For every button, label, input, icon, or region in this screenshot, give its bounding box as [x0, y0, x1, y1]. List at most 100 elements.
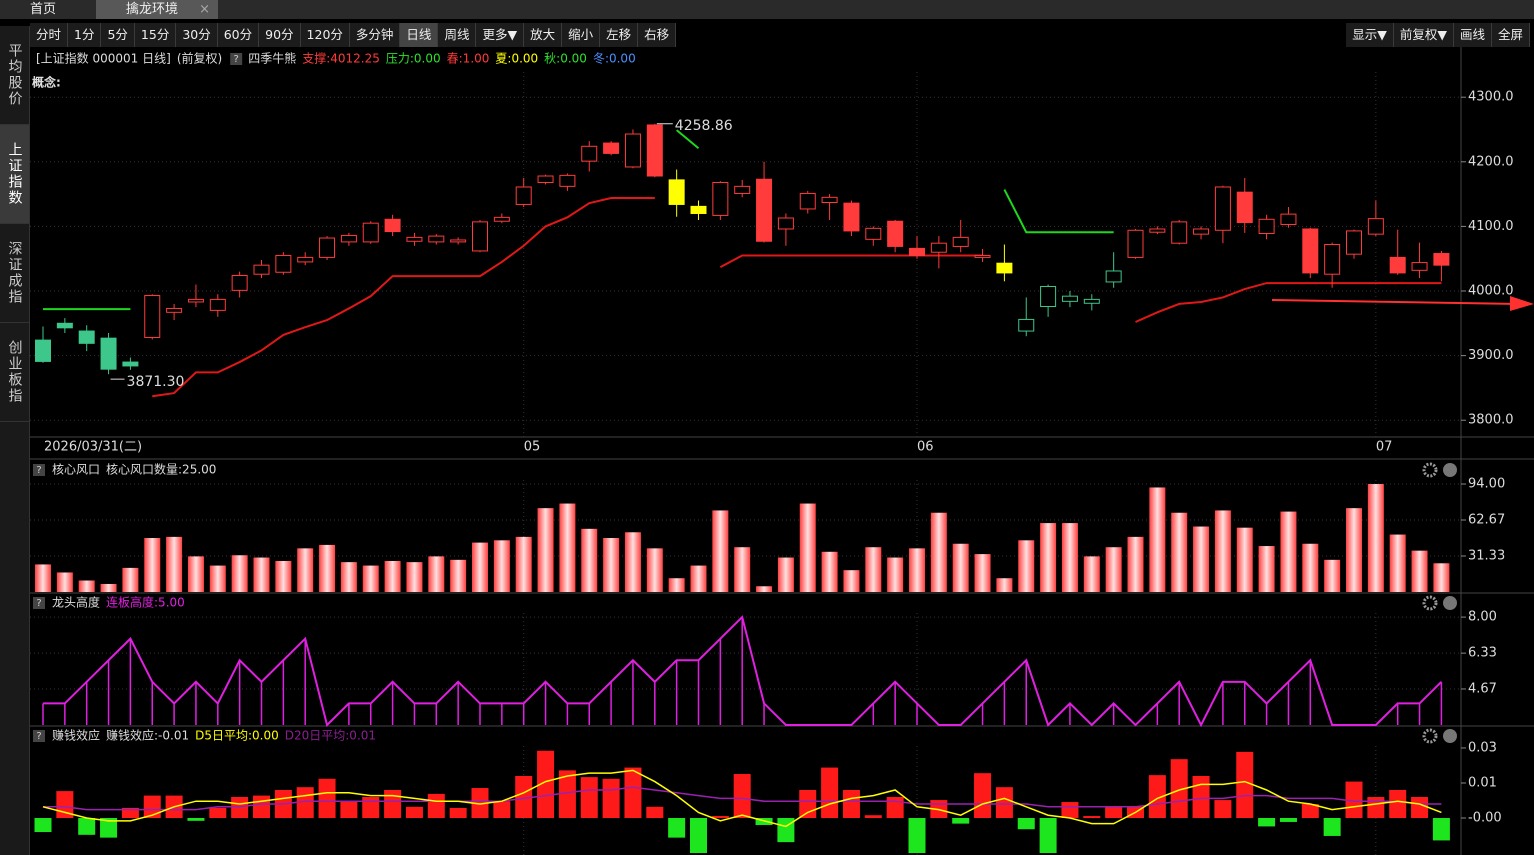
- bar: [1324, 559, 1341, 592]
- toolbar-right: 显示▼ 前复权▼ 画线 全屏: [1346, 23, 1530, 47]
- bar: [318, 778, 336, 819]
- bar: [1258, 546, 1275, 592]
- bar: [996, 578, 1013, 592]
- sidebar-item[interactable]: 上证指数: [0, 125, 29, 224]
- bar: [1148, 775, 1166, 819]
- y-tick-label: 4100.0: [1468, 219, 1514, 234]
- candle-body: [559, 174, 576, 187]
- help-icon-text: ?: [234, 54, 239, 65]
- toolbar-button[interactable]: 左移: [600, 23, 639, 47]
- y-tick-label: 94.00: [1468, 477, 1505, 492]
- bar: [1345, 781, 1363, 819]
- bar: [384, 789, 402, 819]
- y-tick-label: 31.33: [1468, 549, 1505, 564]
- toolbar-button[interactable]: 5分: [101, 23, 135, 47]
- bar: [1171, 512, 1188, 592]
- tab[interactable]: 擒龙环境 ×: [96, 0, 219, 19]
- bar: [144, 538, 161, 592]
- toolbar-button[interactable]: 分时: [30, 23, 69, 47]
- toolbar-button[interactable]: 30分: [176, 23, 218, 47]
- bar: [493, 801, 511, 819]
- bar: [56, 572, 73, 592]
- toolbar: 分时 1分 5分 15分 30分 60分 90分 120分 多分钟 日线 周线 更多▼ 放大 缩小 左移 右移: [30, 23, 677, 47]
- bar: [952, 818, 970, 824]
- candle-body: [1193, 228, 1210, 235]
- candle-body: [1040, 285, 1057, 308]
- toolbar-button[interactable]: 1分: [68, 23, 102, 47]
- toolbar-button[interactable]: 右移: [638, 23, 677, 47]
- sidebar-item[interactable]: 平均股价: [0, 26, 29, 125]
- toolbar-button[interactable]: 更多▼: [476, 23, 525, 47]
- y-tick-label: 8.00: [1468, 610, 1497, 625]
- candle-body: [1061, 295, 1078, 302]
- sidebar-item[interactable]: 深证成指: [0, 224, 29, 323]
- bar: [1193, 526, 1210, 592]
- toolbar-button[interactable]: 15分: [134, 23, 177, 47]
- panel-title: 赚钱效应: [52, 728, 100, 743]
- toolbar-button[interactable]: 120分: [300, 23, 350, 47]
- bar: [34, 818, 52, 833]
- concept-label: 概念:: [32, 75, 61, 90]
- candle-body: [1171, 221, 1188, 244]
- candle-body: [1236, 191, 1253, 224]
- bar: [1258, 818, 1276, 827]
- tab-close[interactable]: ×: [199, 2, 211, 17]
- bar: [515, 536, 532, 592]
- candle-body: [930, 242, 947, 253]
- toolbar-button[interactable]: 放大: [524, 23, 563, 47]
- toolbar-button[interactable]: 全屏: [1491, 23, 1530, 47]
- help-icon: [33, 464, 45, 476]
- toolbar-button[interactable]: 周线: [438, 23, 477, 47]
- bar: [690, 818, 707, 854]
- bar: [821, 767, 839, 819]
- candle-body: [690, 205, 707, 214]
- toolbar-button[interactable]: 90分: [259, 23, 301, 47]
- candle-body: [35, 339, 51, 362]
- bar: [253, 557, 270, 592]
- toolbar-button[interactable]: 前复权▼: [1393, 23, 1454, 47]
- bar: [558, 770, 576, 819]
- bar: [733, 774, 751, 819]
- bar: [843, 570, 860, 592]
- bar: [1017, 818, 1035, 830]
- bar: [472, 542, 488, 592]
- bar: [887, 557, 904, 592]
- bar: [646, 548, 663, 592]
- y-tick-label: 3900.0: [1468, 348, 1514, 363]
- drawn-arrow: [1271, 299, 1521, 305]
- bar: [1083, 816, 1101, 819]
- candle-body: [1127, 229, 1144, 258]
- toolbar-button[interactable]: 缩小: [562, 23, 601, 47]
- bar: [1214, 510, 1231, 592]
- bar: [1040, 523, 1057, 592]
- candle-body: [187, 298, 204, 303]
- toolbar-button[interactable]: 显示▼: [1346, 23, 1394, 47]
- candle-body: [275, 254, 292, 273]
- candle-body: [1411, 262, 1428, 271]
- bar: [253, 795, 270, 819]
- candle-body: [734, 185, 751, 194]
- candle-body: [319, 237, 336, 258]
- bar: [362, 796, 380, 819]
- legend-value: 支撑:4012.25: [302, 51, 380, 66]
- bar: [624, 767, 642, 819]
- sidebar-item[interactable]: 创业板指: [0, 323, 29, 422]
- toolbar-button[interactable]: 60分: [217, 23, 260, 47]
- toolbar-button[interactable]: 日线: [400, 23, 439, 47]
- tab[interactable]: 首页: [30, 2, 57, 17]
- bar: [1170, 759, 1188, 819]
- bar: [537, 750, 555, 819]
- bar: [1105, 547, 1122, 592]
- candle-body: [384, 218, 401, 233]
- toolbar-button[interactable]: 多分钟: [349, 23, 401, 47]
- candle-body: [1214, 186, 1231, 231]
- bar: [1236, 751, 1254, 819]
- help-icon: [230, 53, 243, 65]
- toolbar-button[interactable]: 画线: [1453, 23, 1492, 47]
- help-icon-text: ?: [36, 465, 41, 476]
- bar: [1105, 806, 1123, 819]
- bar: [143, 795, 161, 819]
- bar: [1302, 543, 1319, 592]
- legend-value: D20日平均:0.01: [285, 729, 376, 743]
- bar: [428, 556, 445, 592]
